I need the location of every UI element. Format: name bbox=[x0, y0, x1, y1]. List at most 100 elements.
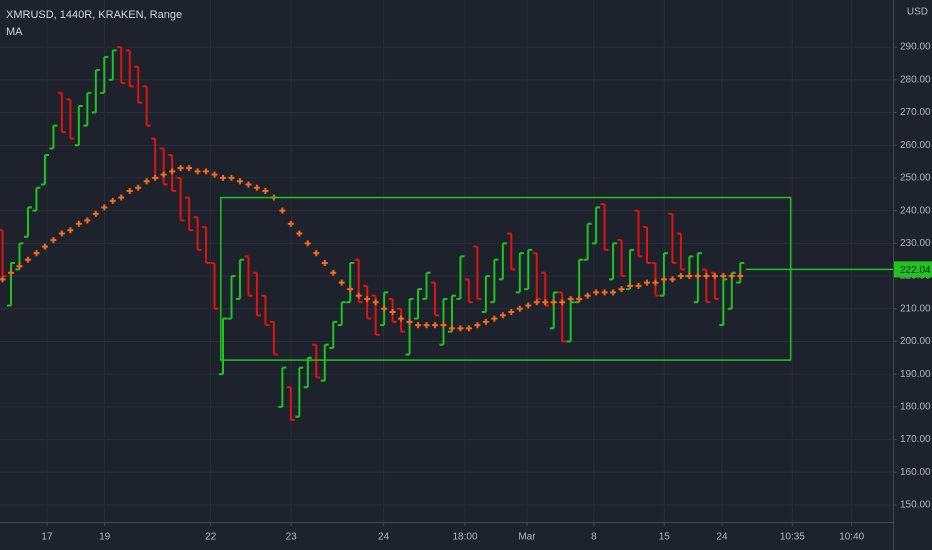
ma-point bbox=[593, 289, 600, 296]
ma-point bbox=[686, 273, 693, 280]
ma-point bbox=[372, 299, 379, 306]
ma-point bbox=[677, 273, 684, 280]
ma-point bbox=[338, 279, 345, 286]
y-tick-label: 240.00 bbox=[900, 205, 931, 216]
ma-point bbox=[448, 325, 455, 332]
ma-point bbox=[228, 174, 235, 181]
ma-point bbox=[516, 305, 523, 312]
ma-point bbox=[491, 315, 498, 322]
ma-point bbox=[440, 322, 447, 329]
x-tick-label: 15 bbox=[659, 532, 671, 543]
ma-point bbox=[287, 220, 294, 227]
ma-point bbox=[321, 259, 328, 266]
x-tick-label: 19 bbox=[99, 532, 111, 543]
ma-point bbox=[169, 168, 176, 175]
ma-point bbox=[33, 250, 40, 257]
ma-point bbox=[482, 318, 489, 325]
ma-point bbox=[8, 269, 15, 276]
ma-point bbox=[364, 295, 371, 302]
ma-point bbox=[465, 325, 472, 332]
ma-point bbox=[389, 309, 396, 316]
ma-point bbox=[304, 240, 311, 247]
y-tick-label: 260.00 bbox=[900, 140, 931, 151]
y-tick-label: 210.00 bbox=[900, 303, 931, 314]
ma-point bbox=[559, 299, 566, 306]
ma-point bbox=[67, 227, 74, 234]
ma-point bbox=[703, 273, 710, 280]
ma-point bbox=[711, 273, 718, 280]
ma-point bbox=[728, 273, 735, 280]
ma-point bbox=[432, 322, 439, 329]
ma-point bbox=[118, 194, 125, 201]
ma-point bbox=[542, 299, 549, 306]
ma-point bbox=[474, 322, 481, 329]
ma-point bbox=[109, 197, 116, 204]
x-tick-label: 18:00 bbox=[453, 532, 478, 543]
ma-point bbox=[330, 269, 337, 276]
x-tick-label: 23 bbox=[286, 532, 298, 543]
ma-point bbox=[355, 292, 362, 299]
y-tick-label: 160.00 bbox=[900, 467, 931, 478]
ma-point bbox=[398, 315, 405, 322]
ma-point bbox=[135, 184, 142, 191]
last-price-box bbox=[894, 261, 932, 278]
ma-point bbox=[406, 318, 413, 325]
ma-point bbox=[584, 292, 591, 299]
ma-point bbox=[220, 174, 227, 181]
ma-point bbox=[423, 322, 430, 329]
ma-point bbox=[203, 168, 210, 175]
y-tick-label: 150.00 bbox=[900, 500, 931, 511]
x-tick-label: 10:40 bbox=[839, 532, 864, 543]
ma-point bbox=[533, 299, 540, 306]
ma-point bbox=[457, 325, 464, 332]
ma-point bbox=[296, 230, 303, 237]
drawing-rectangle bbox=[220, 196, 792, 361]
ma-point bbox=[160, 171, 167, 178]
ma-point bbox=[152, 174, 159, 181]
y-tick-label: 180.00 bbox=[900, 402, 931, 413]
y-tick-label: 230.00 bbox=[900, 238, 931, 249]
x-tick-label: 24 bbox=[378, 532, 390, 543]
ma-point bbox=[253, 184, 260, 191]
ma-point bbox=[508, 309, 515, 316]
ma-point bbox=[194, 168, 201, 175]
ma-point bbox=[660, 276, 667, 283]
x-tick-label: 24 bbox=[716, 532, 728, 543]
ma-point bbox=[186, 165, 193, 172]
ma-point bbox=[618, 286, 625, 293]
ma-point bbox=[126, 188, 133, 195]
y-tick-label: 200.00 bbox=[900, 336, 931, 347]
ma-point bbox=[347, 286, 354, 293]
ma-point bbox=[720, 273, 727, 280]
ma-point bbox=[415, 322, 422, 329]
y-tick-label: 250.00 bbox=[900, 173, 931, 184]
ma-point bbox=[652, 279, 659, 286]
x-tick-label: 17 bbox=[41, 532, 53, 543]
chart-title: XMRUSD, 1440R, KRAKEN, Range bbox=[6, 9, 182, 21]
ma-point bbox=[550, 299, 557, 306]
ma-point bbox=[635, 282, 642, 289]
legend-entry: MA bbox=[6, 26, 23, 38]
ma-point bbox=[50, 237, 57, 244]
ma-point bbox=[101, 204, 108, 211]
y-tick-label: 190.00 bbox=[900, 369, 931, 380]
ma-point bbox=[279, 207, 286, 214]
ma-point bbox=[669, 276, 676, 283]
x-tick-label: 10:35 bbox=[780, 532, 805, 543]
ma-point bbox=[0, 276, 6, 283]
ma-point bbox=[576, 295, 583, 302]
ma-point bbox=[313, 250, 320, 257]
ma-point bbox=[41, 243, 48, 250]
y-tick-label: 280.00 bbox=[900, 74, 931, 85]
grid bbox=[0, 0, 893, 522]
ma-point bbox=[245, 181, 252, 188]
x-tick-label: Mar bbox=[518, 532, 536, 543]
ma-point bbox=[499, 312, 506, 319]
ma-point bbox=[737, 273, 744, 280]
y-tick-label: 270.00 bbox=[900, 107, 931, 118]
y-tick-label: 290.00 bbox=[900, 42, 931, 53]
ma-point bbox=[601, 289, 608, 296]
